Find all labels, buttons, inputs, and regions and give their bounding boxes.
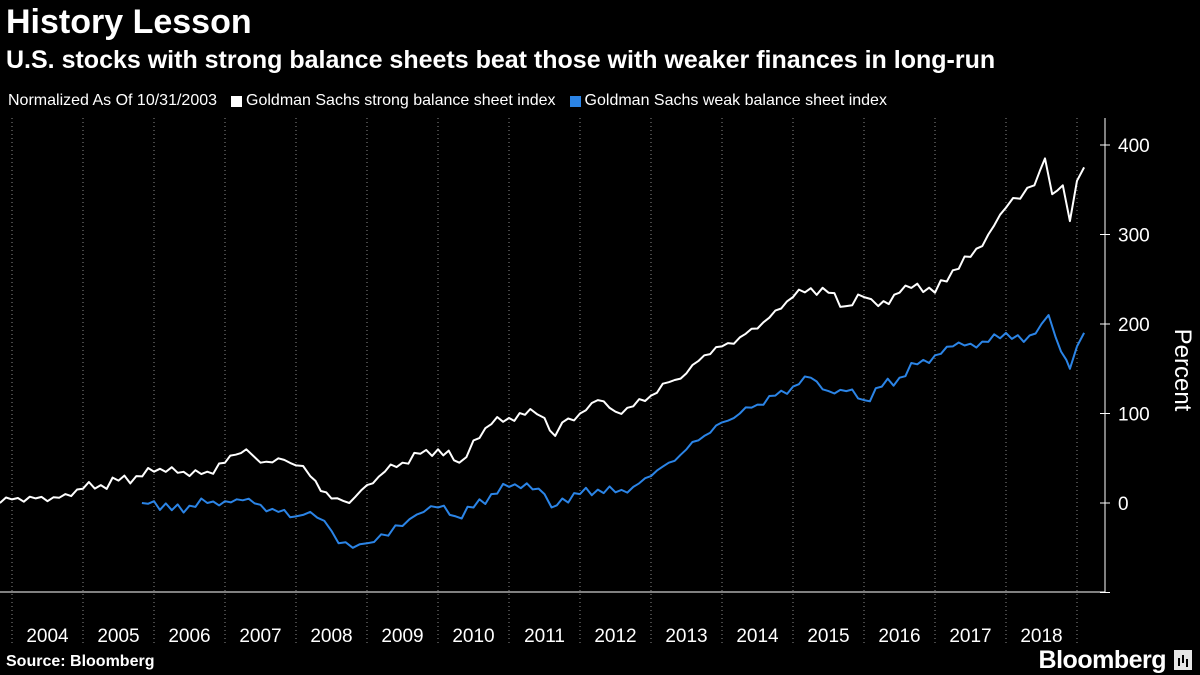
x-tick-label: 2012 xyxy=(594,626,636,646)
y-tick-label: 300 xyxy=(1118,226,1150,247)
y-tick-label: 200 xyxy=(1118,315,1150,336)
legend-swatch-strong xyxy=(231,95,243,107)
x-tick-label: 2013 xyxy=(665,626,707,646)
x-tick-label: 2008 xyxy=(310,626,352,646)
legend-label-weak: Goldman Sachs weak balance sheet index xyxy=(584,92,887,109)
legend-note: Normalized As Of 10/31/2003 xyxy=(8,92,218,109)
chart-subtitle: U.S. stocks with strong balance sheets b… xyxy=(6,46,996,74)
chart-title: History Lesson xyxy=(6,3,252,41)
x-tick-label: 2017 xyxy=(949,626,991,646)
bloomberg-terminal-icon xyxy=(1174,650,1192,670)
x-tick-label: 2009 xyxy=(381,626,423,646)
x-tick-label: 2018 xyxy=(1020,626,1062,646)
series-lines xyxy=(0,157,1085,549)
legend-label-strong: Goldman Sachs strong balance sheet index xyxy=(246,92,556,109)
y-axis-ticks: 0 100 200 300 400 xyxy=(1100,136,1150,593)
x-tick-label: 2015 xyxy=(807,626,849,646)
legend: Normalized As Of 10/31/2003 Goldman Sach… xyxy=(8,90,887,112)
x-tick-label: 2004 xyxy=(26,626,69,646)
x-axis-labels: 2004 2005 2006 2007 2008 2009 2010 2011 2012 2013… xyxy=(26,626,1062,646)
series-line-strong xyxy=(0,157,1085,504)
bloomberg-logo: Bloomberg xyxy=(1038,646,1167,674)
x-tick-label: 2010 xyxy=(452,626,494,646)
x-tick-label: 2007 xyxy=(239,626,281,646)
source-note: Source: Bloomberg xyxy=(6,653,155,670)
x-tick-label: 2011 xyxy=(524,626,565,646)
y-tick-label: 400 xyxy=(1118,136,1150,157)
y-tick-label: 100 xyxy=(1118,405,1150,426)
y-axis-label: Percent xyxy=(1169,329,1196,412)
y-tick-label: 0 xyxy=(1118,494,1129,515)
x-tick-label: 2006 xyxy=(168,626,210,646)
legend-swatch-weak xyxy=(569,95,581,107)
x-tick-label: 2005 xyxy=(97,626,139,646)
year-gridlines xyxy=(11,118,1078,645)
series-line-weak xyxy=(141,314,1085,549)
x-tick-label: 2014 xyxy=(736,626,779,646)
x-tick-label: 2016 xyxy=(878,626,920,646)
